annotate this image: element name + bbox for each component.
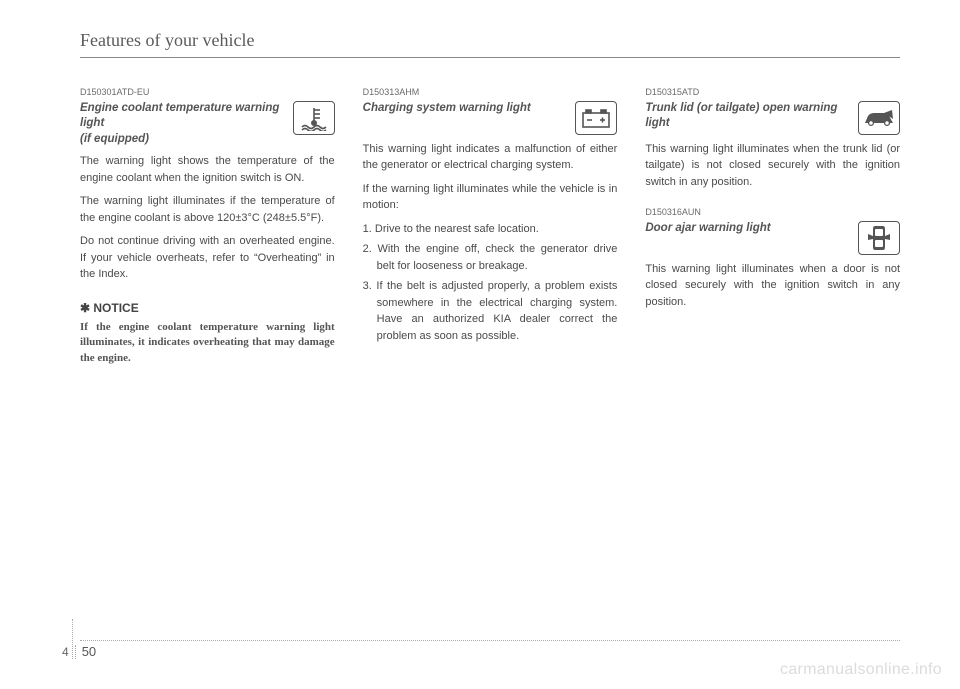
section-title: Door ajar warning light (645, 221, 850, 237)
watermark: carmanualsonline.info (780, 661, 942, 679)
page-number: 50 (82, 644, 96, 659)
page-footer: 4 50 (62, 644, 96, 659)
page-header: Features of your vehicle (80, 30, 900, 58)
section-code: D150313AHM (363, 86, 618, 100)
para: This warning light illuminates when a do… (645, 261, 900, 311)
footer-rule (80, 640, 900, 641)
list-item: If the belt is adjusted properly, a prob… (363, 278, 618, 344)
list-item: Drive to the nearest safe location. (363, 221, 618, 238)
trunk-open-icon (858, 101, 900, 135)
para: This warning light indicates a malfuncti… (363, 141, 618, 174)
column-1: D150301ATD-EU Engine coolant temperature… (80, 86, 335, 383)
section-charging: D150313AHM Charging system warning light (363, 86, 618, 344)
content-columns: D150301ATD-EU Engine coolant temperature… (80, 86, 900, 383)
section-title: Trunk lid (or tailgate) open warning lig… (645, 101, 850, 132)
coolant-temp-icon (293, 101, 335, 135)
section-coolant: D150301ATD-EU Engine coolant temperature… (80, 86, 335, 283)
steps-list: Drive to the nearest safe location. With… (363, 221, 618, 345)
chapter-number: 4 (62, 645, 76, 659)
column-2: D150313AHM Charging system warning light (363, 86, 618, 383)
column-3: D150315ATD Trunk lid (or tailgate) open … (645, 86, 900, 383)
section-code: D150315ATD (645, 86, 900, 100)
para: If the warning light illuminates while t… (363, 181, 618, 214)
para: The warning light shows the temperature … (80, 153, 335, 186)
section-door: D150316AUN Door ajar warning light (645, 206, 900, 310)
section-title: Charging system warning light (363, 101, 568, 117)
notice-heading: ✱ NOTICE (80, 299, 335, 317)
para: The warning light illuminates if the tem… (80, 193, 335, 226)
para: Do not continue driving with an overheat… (80, 233, 335, 283)
section-title: Engine coolant temperature warning light… (80, 101, 285, 148)
section-trunk: D150315ATD Trunk lid (or tailgate) open … (645, 86, 900, 190)
section-code: D150301ATD-EU (80, 86, 335, 100)
list-item: With the engine off, check the generator… (363, 241, 618, 274)
door-ajar-icon (858, 221, 900, 255)
notice-block: ✱ NOTICE If the engine coolant temperatu… (80, 299, 335, 368)
para: This warning light illuminates when the … (645, 141, 900, 191)
battery-icon (575, 101, 617, 135)
notice-body: If the engine coolant temperature warnin… (80, 320, 335, 368)
section-code: D150316AUN (645, 206, 900, 220)
